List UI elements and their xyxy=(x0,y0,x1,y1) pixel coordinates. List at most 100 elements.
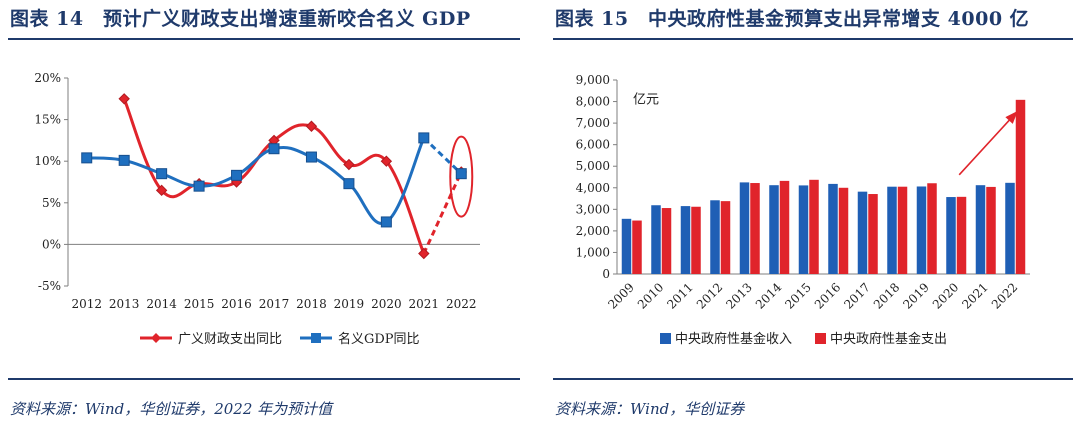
right-source-rule xyxy=(553,378,1073,380)
y-tick-label: 9,000 xyxy=(576,73,610,87)
legend-swatch-2 xyxy=(815,333,826,344)
right-bar-chart: 0 1,000 2,000 3,000 4,000 5,000 6,000 7,000 8,00… xyxy=(576,73,1030,347)
x-tick-label: 2013 xyxy=(723,280,754,311)
y-tick-label: 0% xyxy=(42,237,61,251)
left-chart-title: 图表 14 预计广义财政支出增速重新咬合名义 GDP xyxy=(10,8,471,30)
x-tick-label: 2017 xyxy=(841,280,872,311)
y-tick-label: 0 xyxy=(602,267,610,281)
right-panel: 图表 15 中央政府性基金预算支出异常增支 4000 亿 0 1,000 2,000… xyxy=(545,0,1080,432)
bar-expenditure xyxy=(927,183,937,274)
highlight-ellipse xyxy=(449,135,474,218)
data-point-gdp xyxy=(118,154,130,166)
bar-revenue xyxy=(651,205,661,274)
data-point-gdp xyxy=(156,168,168,180)
x-tick-label: 2019 xyxy=(900,280,931,311)
data-point-gdp xyxy=(193,180,205,192)
x-tick-label: 2009 xyxy=(605,280,636,311)
data-point-fiscal xyxy=(418,247,430,260)
bar-expenditure xyxy=(1015,99,1026,274)
data-point-fiscal xyxy=(118,93,130,105)
x-tick-label: 2022 xyxy=(989,280,1020,311)
y-tick-label: 15% xyxy=(34,113,61,127)
x-tick-label: 2014 xyxy=(753,280,785,312)
legend-label-1: 中央政府性基金收入 xyxy=(675,331,792,347)
x-tick-label: 2012 xyxy=(694,280,725,311)
bar-revenue xyxy=(828,183,838,274)
legend-label-1: 广义财政支出同比 xyxy=(178,332,282,347)
x-tick-label: 2015 xyxy=(184,297,215,311)
bar-expenditure xyxy=(986,186,996,274)
y-tick-label: 1,000 xyxy=(576,245,610,259)
y-tick-label: 7,000 xyxy=(576,116,610,130)
x-tick-label: 2020 xyxy=(930,280,961,311)
data-point-fiscal xyxy=(155,184,168,197)
y-tick-label: 4,000 xyxy=(576,181,610,195)
x-tick-label: 2015 xyxy=(782,280,813,311)
x-tick-label: 2016 xyxy=(221,297,252,311)
x-tick-label: 2016 xyxy=(812,280,843,311)
y-tick-label: 2,000 xyxy=(576,224,610,238)
data-point-gdp xyxy=(231,169,243,181)
left-title-rule xyxy=(8,38,520,40)
bar-expenditure xyxy=(838,187,849,274)
bar-revenue xyxy=(857,191,868,274)
left-source-rule xyxy=(8,378,520,380)
unit-label: 亿元 xyxy=(633,93,659,108)
bar-revenue xyxy=(710,200,720,274)
y-tick-label: 5,000 xyxy=(576,159,610,173)
left-panel: 图表 14 预计广义财政支出增速重新咬合名义 GDP -5% 0% 5% 10% 15%… xyxy=(0,0,525,432)
x-tick-label: 2019 xyxy=(334,297,365,311)
bar-revenue xyxy=(621,218,632,274)
bar-revenue xyxy=(739,182,750,274)
bar-revenue xyxy=(946,197,956,274)
x-tick-label: 2013 xyxy=(109,297,140,311)
y-tick-label: 5% xyxy=(42,196,61,210)
bar-expenditure xyxy=(868,194,878,274)
bar-expenditure xyxy=(720,201,731,274)
data-point-gdp xyxy=(418,132,430,144)
left-source-note: 资料来源：Wind，华创证券，2022 年为预计值 xyxy=(10,400,333,418)
x-tick-label: 2012 xyxy=(71,297,102,311)
legend-marker-gdp xyxy=(311,333,321,343)
data-point-fiscal xyxy=(343,158,355,171)
bar-revenue xyxy=(680,206,691,274)
data-point-gdp xyxy=(343,178,355,190)
x-tick-label: 2021 xyxy=(409,297,440,311)
bar-expenditure xyxy=(779,180,790,274)
y-tick-label: 8,000 xyxy=(576,95,610,109)
x-tick-label: 2022 xyxy=(446,297,477,311)
highlight-arrowhead xyxy=(1005,110,1018,124)
legend-label-2: 名义GDP同比 xyxy=(338,331,420,347)
highlight-arrow xyxy=(958,111,1018,176)
bar-expenditure xyxy=(809,179,819,274)
legend-label-2: 中央政府性基金支出 xyxy=(830,331,947,347)
y-tick-label: 10% xyxy=(34,154,61,168)
bar-expenditure xyxy=(750,183,760,274)
bar-expenditure xyxy=(691,206,701,274)
y-tick-label: -5% xyxy=(38,279,61,293)
y-tick-label: 20% xyxy=(34,71,61,85)
x-tick-label: 2014 xyxy=(146,297,177,311)
data-point-fiscal xyxy=(305,120,318,132)
y-tick-label: 3,000 xyxy=(576,202,610,216)
x-tick-label: 2020 xyxy=(371,297,402,311)
bar-revenue xyxy=(769,185,779,274)
bar-revenue xyxy=(1005,182,1015,274)
x-tick-label: 2021 xyxy=(959,280,990,311)
right-source-note: 资料来源：Wind，华创证券 xyxy=(555,400,745,418)
legend-marker-fiscal xyxy=(151,333,161,343)
right-chart-title: 图表 15 中央政府性基金预算支出异常增支 4000 亿 xyxy=(555,8,1030,30)
x-tick-label: 2018 xyxy=(296,297,327,311)
bar-expenditure xyxy=(661,208,672,274)
x-tick-label: 2017 xyxy=(259,297,290,311)
data-point-gdp xyxy=(268,143,280,155)
legend-swatch-1 xyxy=(660,333,671,344)
bar-revenue xyxy=(916,186,927,274)
bar-revenue xyxy=(798,185,809,274)
bar-expenditure xyxy=(956,196,967,274)
left-line-chart: -5% 0% 5% 10% 15% 20% 2012 2013 2014 2015 2016 2017… xyxy=(34,71,480,347)
right-title-rule xyxy=(553,38,1073,40)
series-line-2 xyxy=(86,137,426,225)
data-point-gdp xyxy=(81,152,93,164)
y-tick-label: 6,000 xyxy=(576,138,610,152)
